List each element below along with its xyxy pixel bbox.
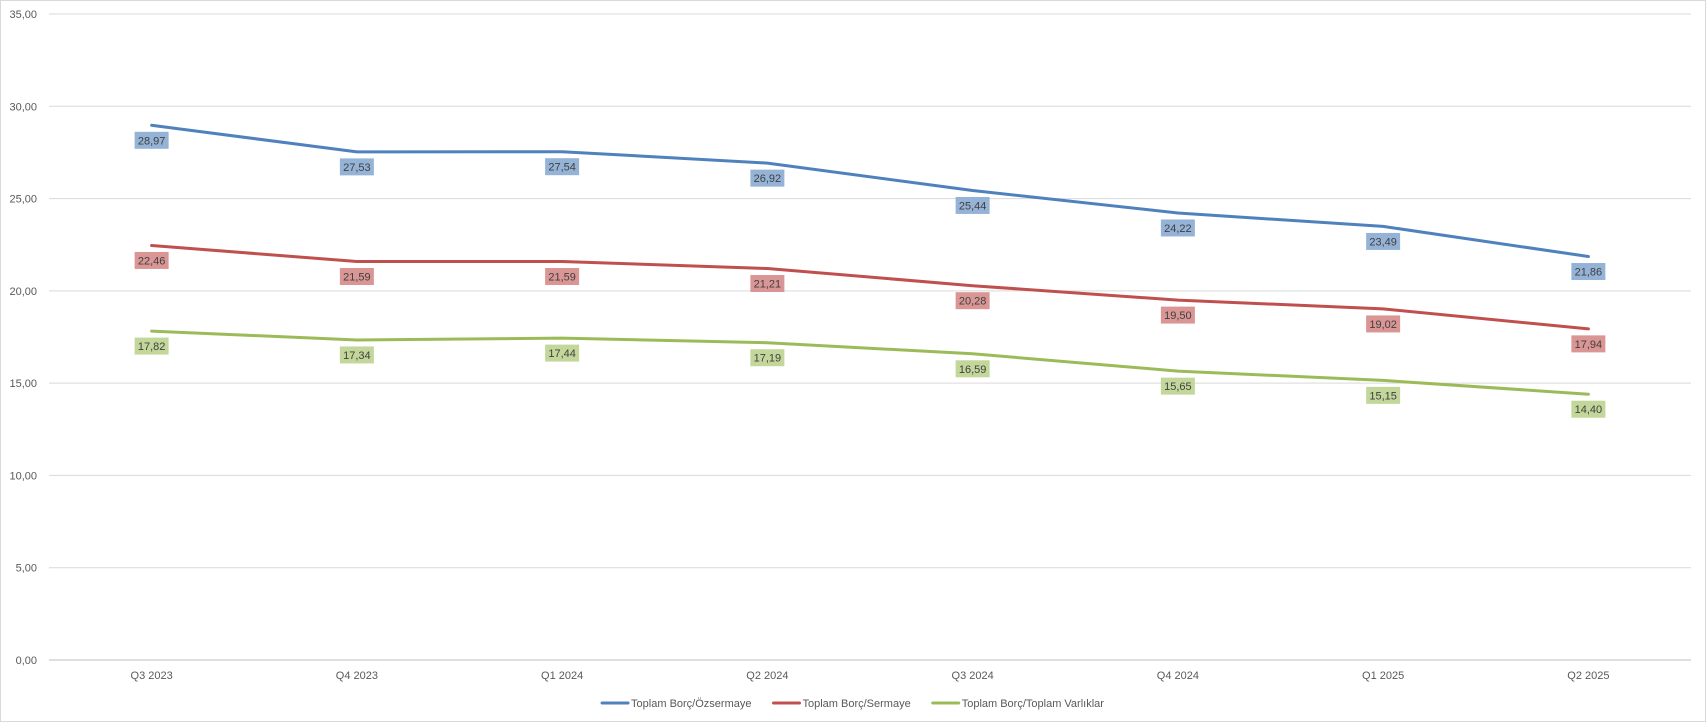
data-label-box: [1366, 315, 1401, 333]
data-label-box: [1571, 335, 1606, 353]
data-label: 26,92: [754, 173, 782, 185]
data-label-box: [545, 344, 580, 362]
data-label: 17,34: [343, 350, 371, 362]
data-label: 24,22: [1164, 223, 1192, 235]
data-label-box: [750, 275, 785, 293]
x-tick-label: Q4 2024: [1157, 670, 1199, 682]
data-label: 15,15: [1369, 390, 1397, 402]
data-label: 27,53: [343, 162, 371, 174]
data-label: 19,50: [1164, 310, 1192, 322]
data-label: 15,65: [1164, 381, 1192, 393]
data-label: 17,94: [1575, 339, 1603, 351]
y-tick-label: 30,00: [9, 101, 37, 113]
data-label-box: [955, 292, 990, 310]
series-line-2: [150, 244, 1590, 331]
data-label: 22,46: [138, 255, 166, 267]
data-label: 25,44: [959, 200, 987, 212]
data-label: 17,19: [754, 353, 782, 365]
data-label-box: [1160, 377, 1195, 395]
data-label: 17,82: [138, 341, 166, 353]
data-label-box: [339, 158, 374, 176]
x-tick-label: Q1 2025: [1362, 670, 1404, 682]
data-label: 21,21: [754, 279, 782, 291]
data-label: 28,97: [138, 135, 166, 147]
data-label-box: [339, 268, 374, 286]
data-label: 21,86: [1575, 267, 1603, 279]
data-label-box: [1160, 219, 1195, 237]
data-label-box: [750, 349, 785, 367]
x-tick-label: Q1 2024: [541, 670, 583, 682]
data-label: 27,54: [548, 162, 576, 174]
data-label-box: [134, 131, 169, 149]
data-label-box: [1160, 306, 1195, 324]
data-label-box: [1571, 263, 1606, 281]
data-label-box: [1366, 386, 1401, 404]
data-label-box: [955, 196, 990, 214]
series-line-1: [150, 123, 1590, 258]
data-label-box: [1366, 232, 1401, 250]
y-tick-label: 10,00: [9, 470, 37, 482]
legend-label-3: Toplam Borç/Toplam Varlıklar: [962, 698, 1105, 710]
data-label-box: [545, 158, 580, 176]
legend-label-2: Toplam Borç/Sermaye: [802, 698, 910, 710]
data-label: 20,28: [959, 296, 987, 308]
y-tick-label: 25,00: [9, 194, 37, 206]
data-label-box: [134, 337, 169, 355]
y-tick-label: 5,00: [16, 563, 37, 575]
data-label-box: [134, 251, 169, 269]
y-tick-label: 0,00: [16, 655, 37, 667]
legend-label-1: Toplam Borç/Özsermaye: [631, 698, 751, 710]
data-label: 14,40: [1575, 404, 1603, 416]
data-label: 21,59: [343, 272, 371, 284]
data-label: 21,59: [548, 272, 576, 284]
data-label-box: [1571, 400, 1606, 418]
data-label-box: [339, 346, 374, 364]
data-label: 17,44: [548, 348, 576, 360]
series-line-3: [150, 329, 1590, 396]
data-label-box: [750, 169, 785, 187]
data-label-box: [545, 268, 580, 286]
y-tick-label: 35,00: [9, 9, 37, 21]
data-label: 23,49: [1369, 236, 1397, 248]
y-tick-label: 20,00: [9, 286, 37, 298]
x-tick-label: Q3 2024: [952, 670, 994, 682]
data-label: 19,02: [1369, 319, 1397, 331]
x-tick-label: Q3 2023: [131, 670, 173, 682]
data-label: 16,59: [959, 364, 987, 376]
x-tick-label: Q4 2023: [336, 670, 378, 682]
data-label-box: [955, 360, 990, 378]
x-tick-label: Q2 2025: [1567, 670, 1609, 682]
y-tick-label: 15,00: [9, 378, 37, 390]
x-tick-label: Q2 2024: [746, 670, 788, 682]
